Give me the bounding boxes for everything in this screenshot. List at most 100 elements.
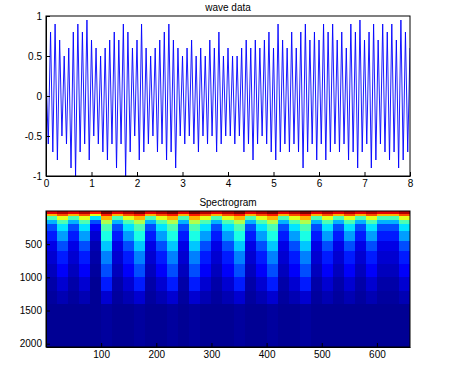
heat-cell: [189, 220, 200, 225]
heat-cell: [145, 241, 156, 251]
heat-cell: [377, 214, 388, 217]
heat-cell: [167, 220, 178, 225]
heat-cell: [189, 224, 200, 231]
tick-label: 3: [180, 178, 186, 189]
tick: 2: [135, 172, 141, 189]
tick-mark: [101, 343, 102, 347]
panel: 012345678-1-0.500.51wave data: [25, 2, 414, 189]
tick-mark: [46, 16, 50, 17]
heat-cell: [46, 291, 57, 304]
heat-cell: [189, 264, 200, 277]
heat-cell: [234, 264, 245, 277]
wave-line: [46, 20, 410, 176]
heat-cell: [289, 220, 300, 225]
heat-cell: [90, 220, 101, 225]
heat-cell: [156, 291, 167, 304]
tick-label: 7: [362, 178, 368, 189]
plot-marks: [46, 20, 410, 176]
heat-cell: [377, 304, 388, 347]
heat-cell: [388, 231, 399, 241]
heat-cell: [322, 291, 333, 304]
tick: 6: [317, 172, 323, 189]
heat-cell: [101, 277, 112, 290]
heat-cell: [211, 241, 222, 251]
heat-cell: [267, 291, 278, 304]
chart-container: 012345678-1-0.500.51wave data10020030040…: [0, 0, 451, 370]
heat-cell: [68, 251, 79, 264]
heat-cell: [167, 291, 178, 304]
heat-cell: [388, 216, 399, 219]
heat-cell: [300, 224, 311, 231]
tick-mark: [274, 172, 275, 176]
heat-cell: [344, 251, 355, 264]
heat-cell: [134, 277, 145, 290]
tick: 1: [36, 11, 50, 22]
heat-cell: [57, 216, 68, 219]
heat-cell: [211, 216, 222, 219]
heat-cell: [145, 291, 156, 304]
heat-cell: [300, 304, 311, 347]
heat-cell: [167, 216, 178, 219]
heat-cell: [399, 216, 410, 219]
heat-cell: [333, 231, 344, 241]
tick-label: -1: [33, 171, 42, 182]
tick-label: 400: [259, 349, 276, 360]
tick-label: 2000: [20, 338, 43, 349]
heat-cell: [245, 264, 256, 277]
tick-label: 4: [226, 178, 232, 189]
heat-cell: [79, 251, 90, 264]
heat-cell: [300, 241, 311, 251]
heat-cell: [178, 251, 189, 264]
heat-cell: [57, 277, 68, 290]
heat-cell: [101, 251, 112, 264]
heat-cell: [123, 231, 134, 241]
axis-line: [47, 176, 411, 177]
heat-cell: [366, 304, 377, 347]
heat-cell: [333, 220, 344, 225]
heat-cell: [289, 216, 300, 219]
tick: 500: [25, 239, 50, 250]
y-axis: 500100015002000: [20, 212, 50, 350]
heat-cell: [79, 214, 90, 217]
heat-cell: [123, 277, 134, 290]
x-axis: 100200300400500600: [47, 343, 411, 360]
heat-cell: [278, 277, 289, 290]
heat-cell: [211, 231, 222, 241]
tick-mark: [410, 172, 411, 176]
heat-cell: [322, 277, 333, 290]
tick-mark: [137, 172, 138, 176]
heat-cell: [278, 264, 289, 277]
heat-cell: [300, 220, 311, 225]
heat-cell: [200, 214, 211, 217]
heat-cell: [366, 216, 377, 219]
heat-cell: [156, 251, 167, 264]
heat-cell: [234, 304, 245, 347]
heat-cell: [112, 304, 123, 347]
heat-cell: [355, 251, 366, 264]
heat-cell: [211, 220, 222, 225]
tick: 4: [226, 172, 232, 189]
heat-cell: [300, 291, 311, 304]
heat-cell: [112, 216, 123, 219]
heat-cell: [222, 264, 233, 277]
heat-cell: [68, 220, 79, 225]
heat-cell: [101, 216, 112, 219]
tick-label: 2: [135, 178, 141, 189]
heat-cell: [211, 304, 222, 347]
heat-cell: [57, 291, 68, 304]
heat-cell: [377, 231, 388, 241]
heat-cell: [366, 241, 377, 251]
heat-cell: [178, 241, 189, 251]
heat-cell: [377, 264, 388, 277]
heat-cell: [123, 216, 134, 219]
heat-cell: [123, 264, 134, 277]
tick-mark: [267, 343, 268, 347]
heat-cell: [311, 264, 322, 277]
heat-cell: [366, 291, 377, 304]
heat-cell: [57, 214, 68, 217]
tick: 8: [408, 172, 414, 189]
tick-label: 1000: [20, 272, 43, 283]
tick: 100: [93, 343, 110, 360]
heat-cell: [289, 277, 300, 290]
heat-cell: [145, 220, 156, 225]
